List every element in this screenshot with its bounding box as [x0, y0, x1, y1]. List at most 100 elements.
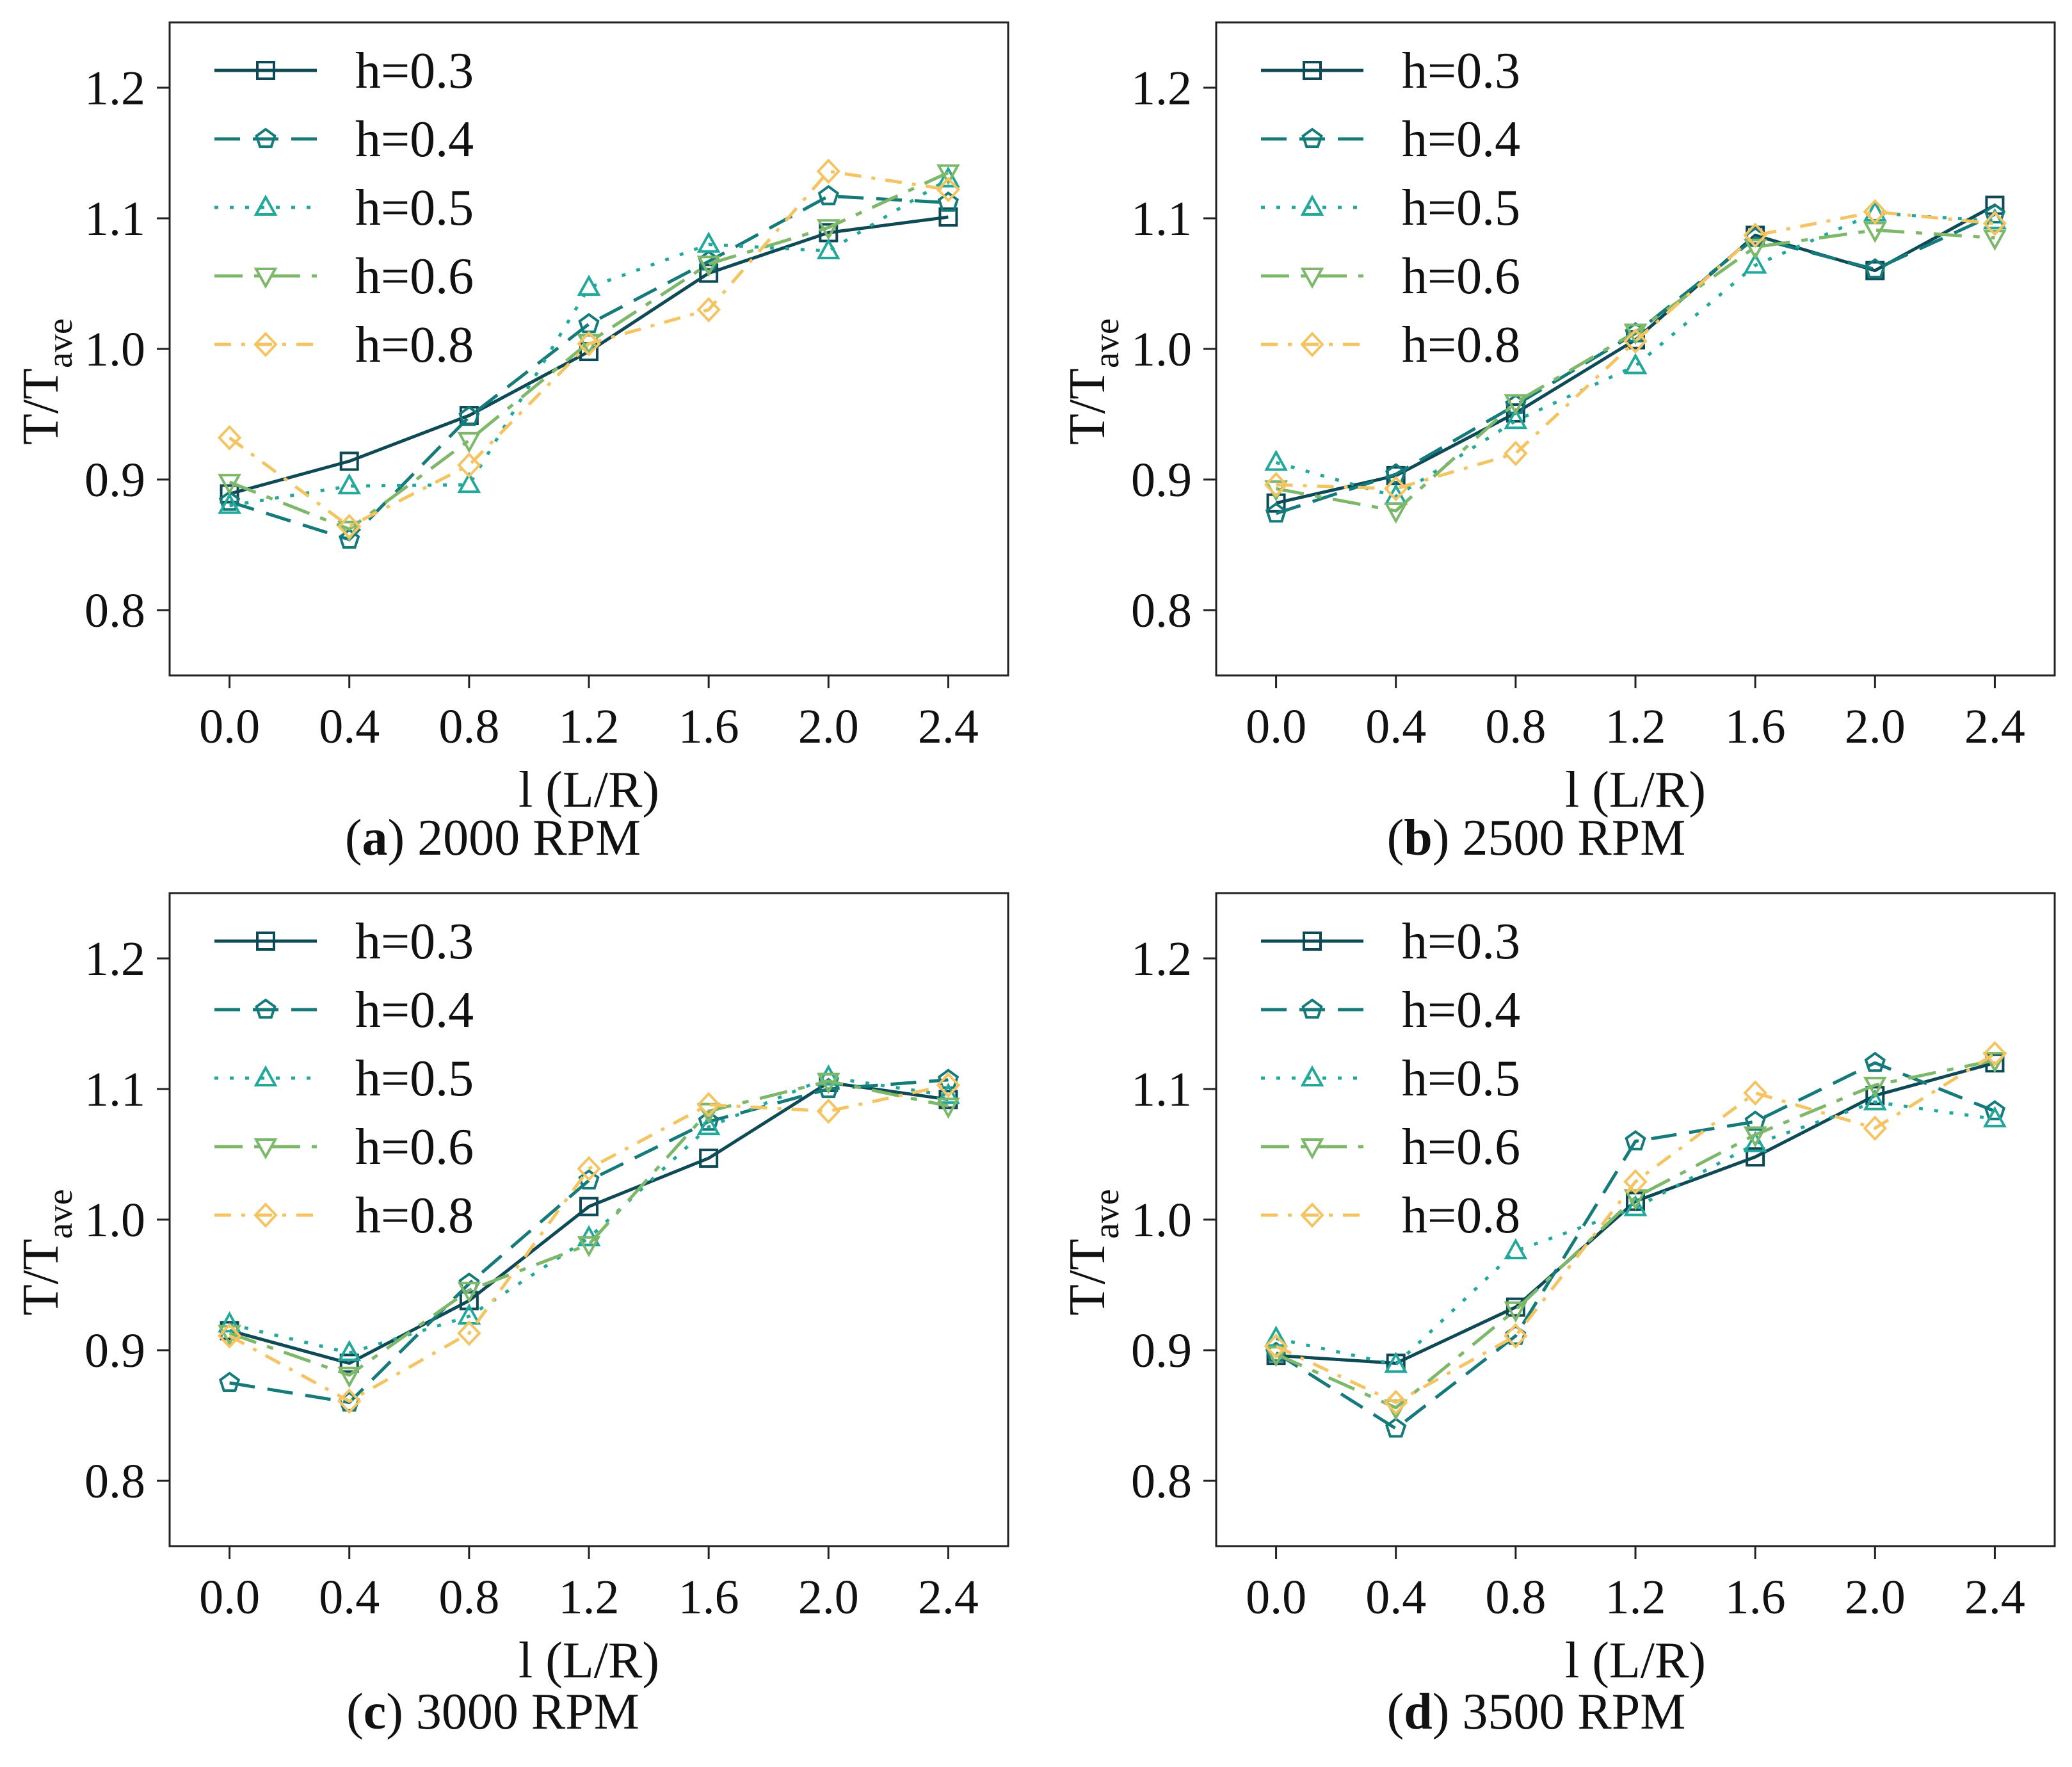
x-tick-label: 0.4: [319, 700, 380, 754]
data-point: [1264, 1325, 1288, 1347]
data-point: [696, 1114, 721, 1136]
data-point: [1623, 353, 1648, 375]
x-tick-label: 2.0: [798, 1570, 859, 1624]
x-tick-label: 0.4: [319, 1570, 380, 1624]
data-point: [1504, 394, 1528, 416]
data-point: [1383, 476, 1408, 502]
data-point: [217, 424, 242, 451]
data-point: [577, 1156, 601, 1182]
legend-label: h=0.3: [1402, 914, 1520, 970]
data-point: [1504, 408, 1528, 430]
series-line-h=0.3: [229, 1081, 949, 1365]
chart-panel-a: 0.0 0.4 0.8 1.2 1.6 2.0 2.4 0.8 0.9 1.0 1.1 1.2 l (L…: [13, 21, 1009, 866]
data-point: [218, 474, 241, 496]
data-point: [937, 191, 960, 212]
data-point: [1863, 198, 1888, 225]
data-point: [1264, 449, 1288, 471]
data-point: [1504, 440, 1528, 467]
data-point: [457, 472, 481, 494]
y-tick-label: 0.8: [84, 1455, 145, 1508]
legend-label: h=0.5: [355, 180, 474, 236]
legend-label: h=0.6: [355, 1119, 474, 1175]
data-point: [936, 1083, 960, 1104]
data-point: [699, 1149, 719, 1168]
y-tick-label: 1.2: [1131, 61, 1192, 115]
y-tick-label: 1.2: [84, 932, 145, 986]
data-point: [218, 492, 241, 514]
legend-marker: [253, 332, 278, 357]
x-tick-label: 2.0: [798, 700, 859, 754]
x-tick-label: 2.4: [1964, 1570, 2025, 1624]
data-point: [1982, 1041, 2007, 1067]
data-point: [817, 184, 839, 206]
data-point: [696, 255, 721, 277]
data-point: [1264, 472, 1289, 498]
y-tick-label: 0.8: [1131, 1455, 1192, 1508]
legend-marker: [1300, 1202, 1324, 1228]
series-line-h=0.8: [229, 170, 949, 528]
legend-marker: [255, 998, 277, 1019]
data-point: [1983, 1052, 2007, 1074]
legend-label: h=0.4: [1402, 982, 1520, 1038]
legend-marker: [256, 61, 275, 80]
data-point: [577, 1236, 601, 1257]
data-point: [936, 164, 960, 186]
data-point: [579, 1197, 598, 1216]
data-point: [698, 1110, 719, 1131]
data-point: [217, 1323, 242, 1349]
legend-marker: [1300, 194, 1324, 216]
x-tick-label: 1.2: [559, 700, 620, 754]
series-line-h=0.5: [229, 1076, 949, 1355]
data-point: [1982, 211, 2007, 237]
legend-label: h=0.3: [1402, 43, 1520, 99]
series-line-h=0.6: [1275, 1058, 1995, 1410]
y-tick-label: 1.1: [84, 1063, 145, 1117]
data-point: [578, 1169, 600, 1190]
x-axis-title: l (L/R): [1565, 1633, 1706, 1689]
data-point: [1264, 1333, 1289, 1359]
y-tick-label: 1.0: [1131, 1193, 1192, 1247]
data-point: [1383, 1389, 1408, 1416]
data-point: [1863, 1089, 1887, 1111]
data-point: [696, 231, 721, 253]
data-point: [1743, 1080, 1767, 1106]
series-line-h=0.3: [1276, 1061, 1996, 1365]
data-point: [1744, 1110, 1766, 1131]
data-point: [337, 473, 362, 495]
legend-label: h=0.5: [1402, 180, 1520, 236]
x-tick-label: 1.6: [1725, 700, 1786, 754]
data-point: [577, 275, 601, 296]
legend-label: h=0.5: [355, 1051, 474, 1107]
y-axis-title: T/Tave: [13, 1189, 80, 1316]
x-tick-label: 0.0: [1246, 1570, 1306, 1624]
y-axis-title: T/Tave: [13, 318, 80, 445]
data-point: [337, 1366, 362, 1388]
legend-label: h=0.3: [355, 43, 474, 99]
data-point: [458, 405, 480, 426]
panel-caption: (b) 2500 RPM: [1387, 810, 1686, 866]
data-point: [936, 177, 961, 203]
y-tick-label: 0.9: [1131, 1324, 1192, 1378]
x-tick-label: 0.4: [1365, 700, 1426, 754]
plot-frame: [1215, 892, 2056, 1547]
y-tick-label: 1.2: [84, 61, 145, 115]
data-point: [1265, 502, 1287, 523]
data-point: [577, 330, 601, 357]
data-point: [218, 490, 241, 511]
data-point: [218, 1371, 241, 1392]
data-point: [337, 1388, 362, 1414]
x-tick-label: 0.0: [199, 1570, 260, 1624]
data-point: [1504, 1238, 1528, 1259]
data-point: [1743, 1126, 1767, 1148]
data-point: [1743, 238, 1767, 260]
data-point: [578, 312, 600, 334]
series-line-h=0.8: [229, 1083, 949, 1403]
series-line-h=0.6: [1276, 228, 1995, 513]
data-point: [816, 1064, 840, 1086]
legend-label: h=0.8: [355, 317, 474, 373]
x-tick-label: 1.6: [679, 700, 739, 754]
data-point: [816, 1072, 840, 1094]
legend-label: h=0.8: [1402, 317, 1520, 373]
y-axis-title: T/Tave: [1059, 1189, 1127, 1316]
